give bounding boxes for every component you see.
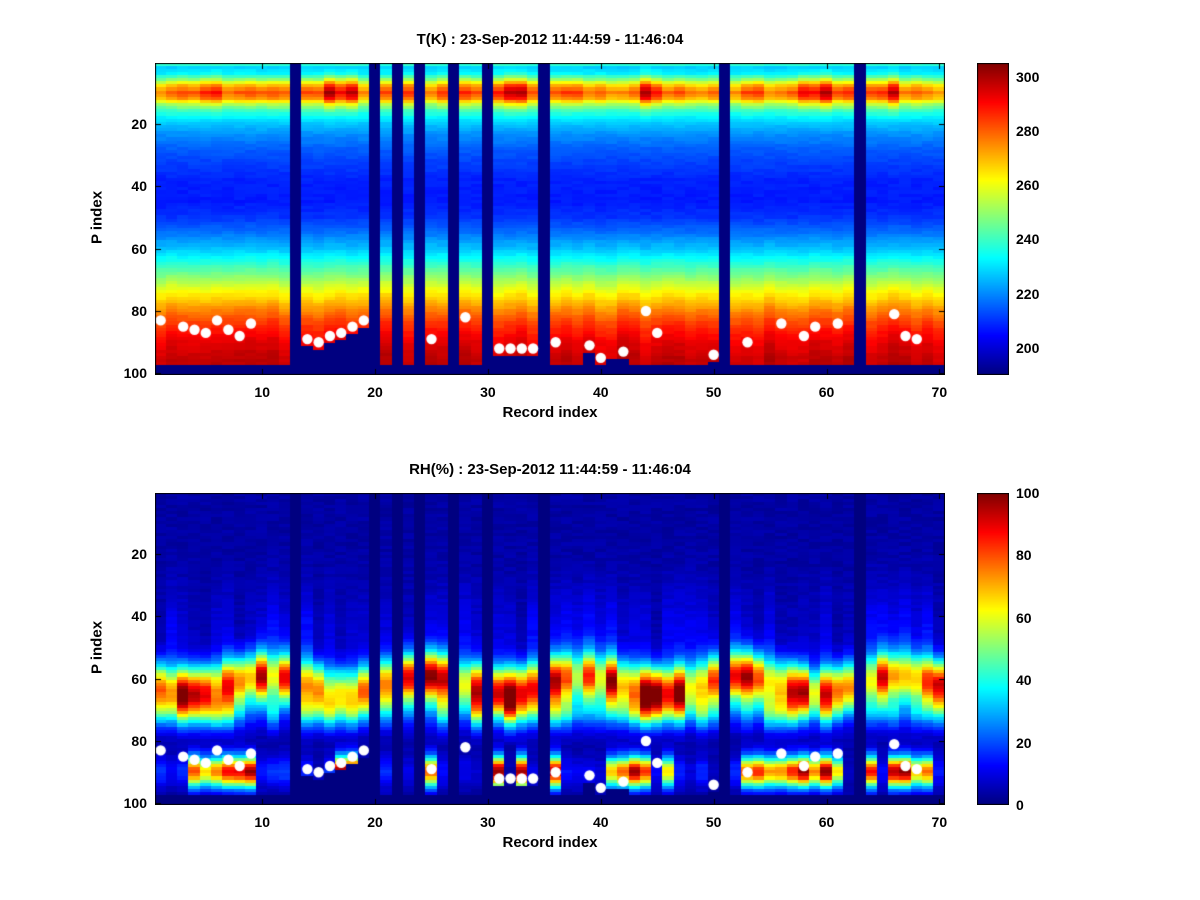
x-tick-label: 20 <box>367 814 383 830</box>
x-tick-label: 50 <box>705 814 722 830</box>
y-tick-label: 40 <box>131 608 147 625</box>
humidity-title: RH(%) : 23-Sep-2012 11:44:59 - 11:46:04 <box>409 461 691 478</box>
humidity-colorbar <box>977 493 1009 805</box>
x-tick-label: 70 <box>931 384 948 400</box>
colorbar-tick-label: 300 <box>1016 68 1040 85</box>
x-tick-label: 60 <box>818 384 835 400</box>
y-tick-label: 100 <box>123 365 147 382</box>
colorbar-tick-label: 20 <box>1016 734 1032 751</box>
colorbar-tick-label: 280 <box>1016 122 1040 139</box>
x-tick-label: 30 <box>480 384 496 400</box>
colorbar-tick-label: 200 <box>1016 339 1040 356</box>
temperature-heatmap-canvas <box>155 63 945 375</box>
x-tick-label: 10 <box>254 384 270 400</box>
x-tick-label: 50 <box>705 384 722 400</box>
y-tick-label: 20 <box>131 115 147 132</box>
temperature-colorbar <box>977 63 1009 375</box>
colorbar-tick-label: 100 <box>1016 485 1040 501</box>
colorbar-tick-label: 260 <box>1016 177 1040 194</box>
x-tick-label: 70 <box>931 814 948 830</box>
y-tick-label: 60 <box>131 670 147 687</box>
humidity-xlabel: Record index <box>502 834 598 851</box>
y-tick-label: 80 <box>131 733 147 750</box>
y-tick-label: 60 <box>131 240 147 257</box>
y-tick-label: 100 <box>123 795 147 812</box>
colorbar-tick-label: 80 <box>1016 547 1032 564</box>
x-tick-label: 60 <box>818 814 835 830</box>
colorbar-tick-label: 40 <box>1016 672 1032 689</box>
colorbar-tick-label: 60 <box>1016 609 1032 626</box>
y-tick-label: 40 <box>131 178 147 195</box>
x-tick-label: 40 <box>592 814 609 830</box>
humidity-ylabel: P index <box>88 620 106 675</box>
x-tick-label: 40 <box>592 384 609 400</box>
y-tick-label: 20 <box>131 545 147 562</box>
colorbar-tick-label: 0 <box>1016 797 1024 813</box>
temperature-xlabel: Record index <box>502 404 598 421</box>
y-tick-label: 80 <box>131 303 147 320</box>
temperature-title: T(K) : 23-Sep-2012 11:44:59 - 11:46:04 <box>416 31 684 48</box>
x-tick-label: 30 <box>480 814 496 830</box>
temperature-ylabel: P index <box>88 190 106 245</box>
colorbar-tick-label: 240 <box>1016 231 1040 248</box>
colorbar-tick-label: 220 <box>1016 285 1040 302</box>
humidity-heatmap-canvas <box>155 493 945 805</box>
x-tick-label: 10 <box>254 814 270 830</box>
x-tick-label: 20 <box>367 384 383 400</box>
